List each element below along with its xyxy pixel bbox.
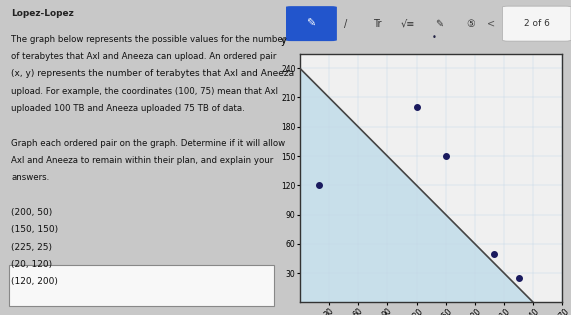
FancyBboxPatch shape [9, 265, 274, 306]
Text: Graph each ordered pair on the graph. Determine if it will allow: Graph each ordered pair on the graph. De… [11, 139, 286, 148]
Text: of terabytes that Axl and Aneeza can upload. An ordered pair: of terabytes that Axl and Aneeza can upl… [11, 52, 277, 61]
Text: The graph below represents the possible values for the number: The graph below represents the possible … [11, 35, 287, 44]
Text: uploaded 100 TB and Aneeza uploaded 75 TB of data.: uploaded 100 TB and Aneeza uploaded 75 T… [11, 104, 245, 113]
Text: <: < [487, 19, 495, 29]
Text: answers.: answers. [11, 173, 50, 182]
FancyBboxPatch shape [502, 6, 571, 41]
Text: (150, 150): (150, 150) [11, 225, 59, 234]
Text: •: • [432, 33, 436, 42]
Text: (x, y) represents the number of terabytes that Axl and Aneeza: (x, y) represents the number of terabyte… [11, 69, 295, 78]
Text: (200, 50): (200, 50) [11, 208, 53, 217]
Text: Axl and Aneeza to remain within their plan, and explain your: Axl and Aneeza to remain within their pl… [11, 156, 274, 165]
Text: Lopez-Lopez: Lopez-Lopez [11, 9, 74, 19]
Text: upload. For example, the coordinates (100, 75) mean that Axl: upload. For example, the coordinates (10… [11, 87, 279, 96]
Text: (225, 25): (225, 25) [11, 243, 53, 252]
Text: √≡: √≡ [401, 19, 416, 29]
Text: Tr: Tr [373, 19, 381, 29]
Text: ✎: ✎ [307, 19, 316, 29]
Text: /: / [344, 19, 347, 29]
Text: 2 of 6: 2 of 6 [524, 19, 550, 28]
Y-axis label: y: y [281, 36, 287, 46]
Text: ⑤: ⑤ [467, 19, 476, 29]
Text: (20, 120): (20, 120) [11, 260, 53, 269]
FancyBboxPatch shape [286, 6, 337, 41]
Polygon shape [300, 68, 533, 302]
Text: (120, 200): (120, 200) [11, 277, 58, 286]
Text: ✎: ✎ [436, 19, 444, 29]
